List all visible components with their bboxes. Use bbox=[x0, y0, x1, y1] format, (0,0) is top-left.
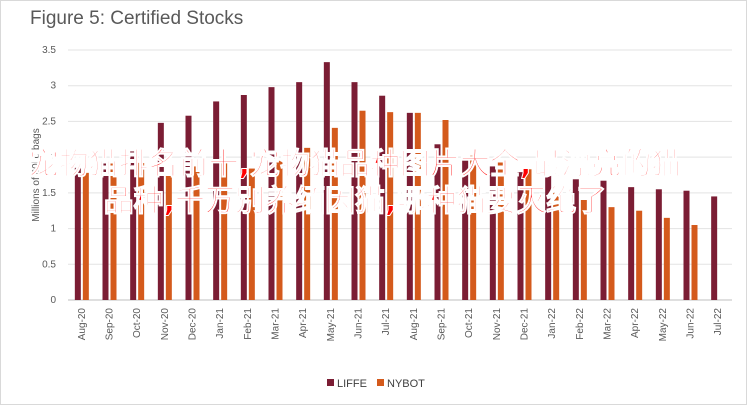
bar-liffe bbox=[462, 160, 469, 300]
y-tick-label: 1.5 bbox=[42, 188, 56, 199]
x-tick-label: Sep-20 bbox=[105, 308, 116, 341]
bar-liffe bbox=[240, 95, 247, 300]
bar-nybot bbox=[359, 110, 366, 300]
bar-liffe bbox=[213, 101, 220, 300]
x-tick-label: Jan-21 bbox=[215, 308, 226, 339]
bar-nybot bbox=[221, 159, 228, 300]
bar-liffe bbox=[351, 82, 358, 301]
bar-nybot bbox=[304, 147, 311, 300]
bar-liffe bbox=[323, 62, 330, 301]
y-tick-label: 2 bbox=[50, 152, 56, 163]
bar-liffe bbox=[130, 151, 137, 300]
x-tick-label: Oct-21 bbox=[464, 308, 475, 338]
bar-liffe bbox=[379, 95, 386, 300]
bar-nybot bbox=[414, 112, 421, 300]
legend-swatch bbox=[377, 379, 384, 386]
bar-nybot bbox=[248, 168, 255, 300]
x-tick-label: Apr-21 bbox=[298, 308, 309, 338]
bar-nybot bbox=[165, 172, 172, 300]
bar-nybot bbox=[580, 200, 587, 300]
bar-nybot bbox=[387, 112, 394, 301]
y-tick-label: 1 bbox=[50, 224, 56, 235]
bar-liffe bbox=[185, 115, 192, 300]
x-tick-label: Nov-20 bbox=[160, 308, 171, 341]
legend-label: NYBOT bbox=[387, 378, 425, 390]
x-tick-label: Mar-21 bbox=[271, 308, 282, 340]
bar-liffe bbox=[655, 189, 662, 300]
chart-title: Figure 5: Certified Stocks bbox=[30, 8, 244, 29]
bar-nybot bbox=[110, 160, 117, 300]
x-tick-label: Mar-22 bbox=[603, 308, 614, 340]
bar-nybot bbox=[331, 127, 338, 300]
y-tick-label: 3.5 bbox=[42, 45, 56, 56]
bar-liffe bbox=[157, 122, 164, 300]
bar-nybot bbox=[608, 207, 615, 300]
x-tick-label: Feb-21 bbox=[243, 308, 254, 340]
bar-nybot bbox=[193, 166, 200, 300]
bar-nybot bbox=[553, 192, 560, 300]
overlay-watermark-text: 宠物猫排名前十,宠物猫品种图片大全,最漂亮的猫品种,千万别养缅因猫,哪种猫要灭绝… bbox=[28, 147, 682, 220]
bar-liffe bbox=[572, 179, 579, 300]
bar-liffe bbox=[406, 112, 413, 300]
legend-swatch bbox=[327, 379, 334, 386]
bar-nybot bbox=[470, 155, 477, 300]
x-tick-label: Jul-21 bbox=[381, 308, 392, 336]
x-tick-label: Jun-22 bbox=[686, 308, 697, 339]
x-tick-label: Aug-20 bbox=[77, 308, 88, 341]
bar-liffe bbox=[296, 82, 303, 301]
bar-liffe bbox=[545, 175, 552, 300]
x-tick-label: Jul-22 bbox=[713, 308, 724, 336]
bar-nybot bbox=[82, 172, 89, 300]
bar-liffe bbox=[102, 162, 109, 300]
bar-liffe bbox=[268, 87, 275, 301]
x-tick-label: May-21 bbox=[326, 308, 337, 342]
x-tick-label: Apr-22 bbox=[630, 308, 641, 338]
bar-nybot bbox=[276, 160, 283, 300]
bar-nybot bbox=[525, 169, 532, 300]
legend-label: LIFFE bbox=[337, 378, 367, 390]
bar-liffe bbox=[683, 190, 690, 300]
x-tick-label: Nov-21 bbox=[492, 308, 503, 341]
bar-nybot bbox=[138, 162, 145, 300]
x-tick-label: Jan-22 bbox=[547, 308, 558, 339]
bar-liffe bbox=[711, 196, 718, 300]
x-tick-label: Aug-21 bbox=[409, 308, 420, 341]
bar-liffe bbox=[434, 144, 441, 300]
bar-nybot bbox=[442, 120, 449, 300]
y-axis-title: Millions of 60kg bags bbox=[31, 128, 42, 221]
y-tick-label: 3 bbox=[50, 81, 56, 92]
bar-liffe bbox=[489, 166, 496, 300]
x-tick-label: Dec-21 bbox=[520, 308, 531, 341]
x-tick-label: Jun-21 bbox=[354, 308, 365, 339]
x-tick-label: Feb-22 bbox=[575, 308, 586, 340]
bar-liffe bbox=[74, 167, 81, 300]
bar-nybot bbox=[691, 225, 698, 300]
y-tick-label: 0 bbox=[50, 295, 56, 306]
y-tick-label: 2.5 bbox=[42, 116, 56, 127]
bar-nybot bbox=[497, 160, 504, 300]
bar-liffe bbox=[600, 180, 607, 300]
bar-liffe bbox=[628, 187, 635, 300]
bar-nybot bbox=[663, 217, 670, 300]
x-tick-label: Oct-20 bbox=[132, 308, 143, 338]
x-tick-label: Sep-21 bbox=[437, 308, 448, 341]
bar-nybot bbox=[636, 210, 643, 300]
bar-liffe bbox=[517, 172, 524, 300]
x-tick-label: Dec-20 bbox=[188, 308, 199, 341]
y-tick-label: 0.5 bbox=[42, 259, 56, 270]
x-tick-label: May-22 bbox=[658, 308, 669, 342]
